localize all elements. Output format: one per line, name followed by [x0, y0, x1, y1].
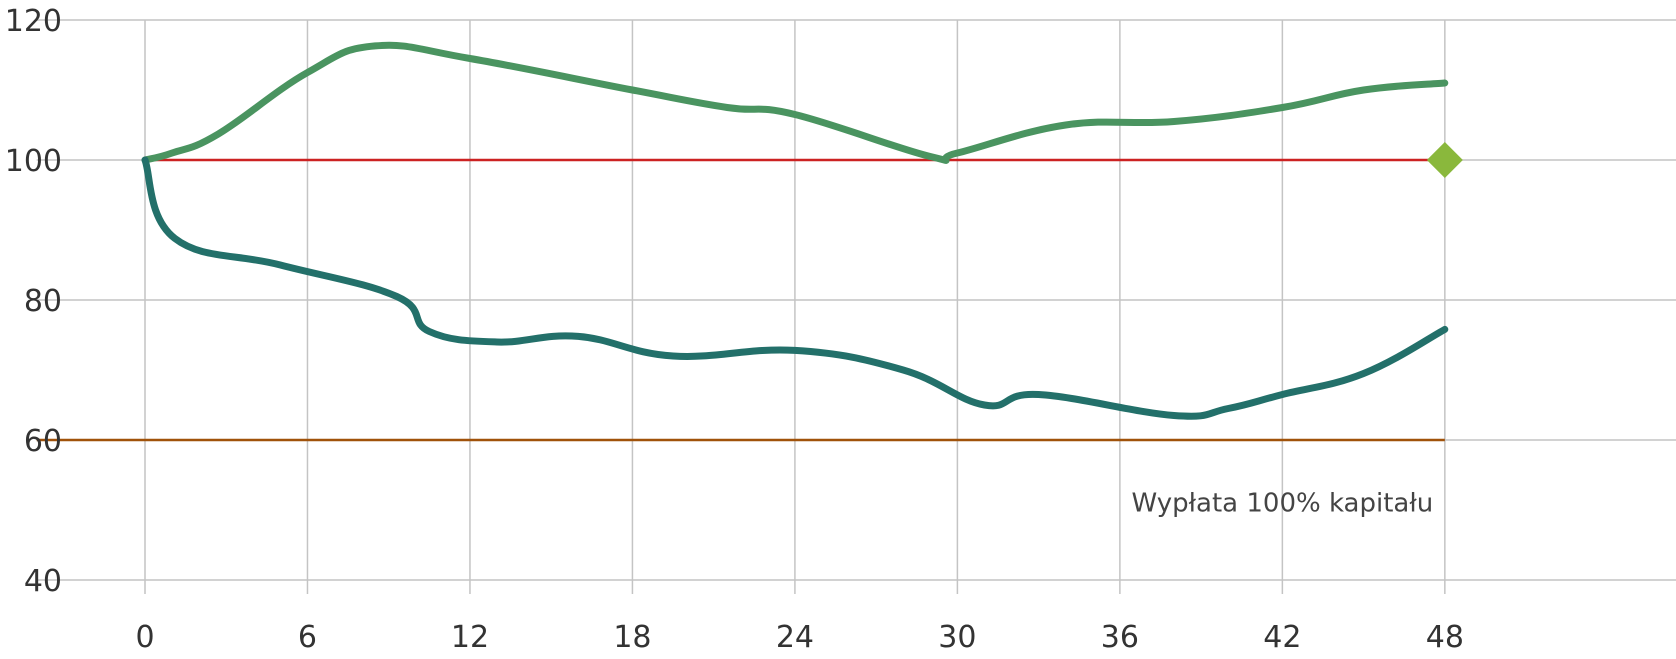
y-tick-label: 60 [24, 424, 62, 459]
y-tick-label: 80 [24, 284, 62, 319]
y-tick-label: 120 [5, 4, 62, 39]
y-axis-ticks: 40 60 80 100 120 [5, 4, 62, 599]
x-tick-label: 30 [938, 620, 976, 655]
x-tick-label: 48 [1426, 620, 1464, 655]
x-tick-label: 12 [451, 620, 489, 655]
series-line-1 [141, 41, 1449, 164]
x-tick-label: 42 [1263, 620, 1301, 655]
x-tick-label: 0 [135, 620, 154, 655]
y-tick-label: 40 [24, 564, 62, 599]
series-line-2 [141, 156, 1449, 420]
x-tick-label: 18 [613, 620, 651, 655]
y-tick-label: 100 [5, 144, 62, 179]
annotations: Wypłata 100% kapitału [1132, 488, 1434, 518]
series-lines [141, 41, 1449, 420]
x-tick-label: 24 [776, 620, 814, 655]
x-axis-ticks: 0 6 12 18 24 30 36 42 48 [135, 620, 1463, 655]
annotation-label: Wypłata 100% kapitału [1132, 488, 1434, 518]
markers [1426, 142, 1463, 178]
x-tick-label: 36 [1101, 620, 1139, 655]
diamond-marker [1426, 142, 1463, 178]
reference-lines [36, 158, 1445, 442]
x-tick-label: 6 [298, 620, 317, 655]
